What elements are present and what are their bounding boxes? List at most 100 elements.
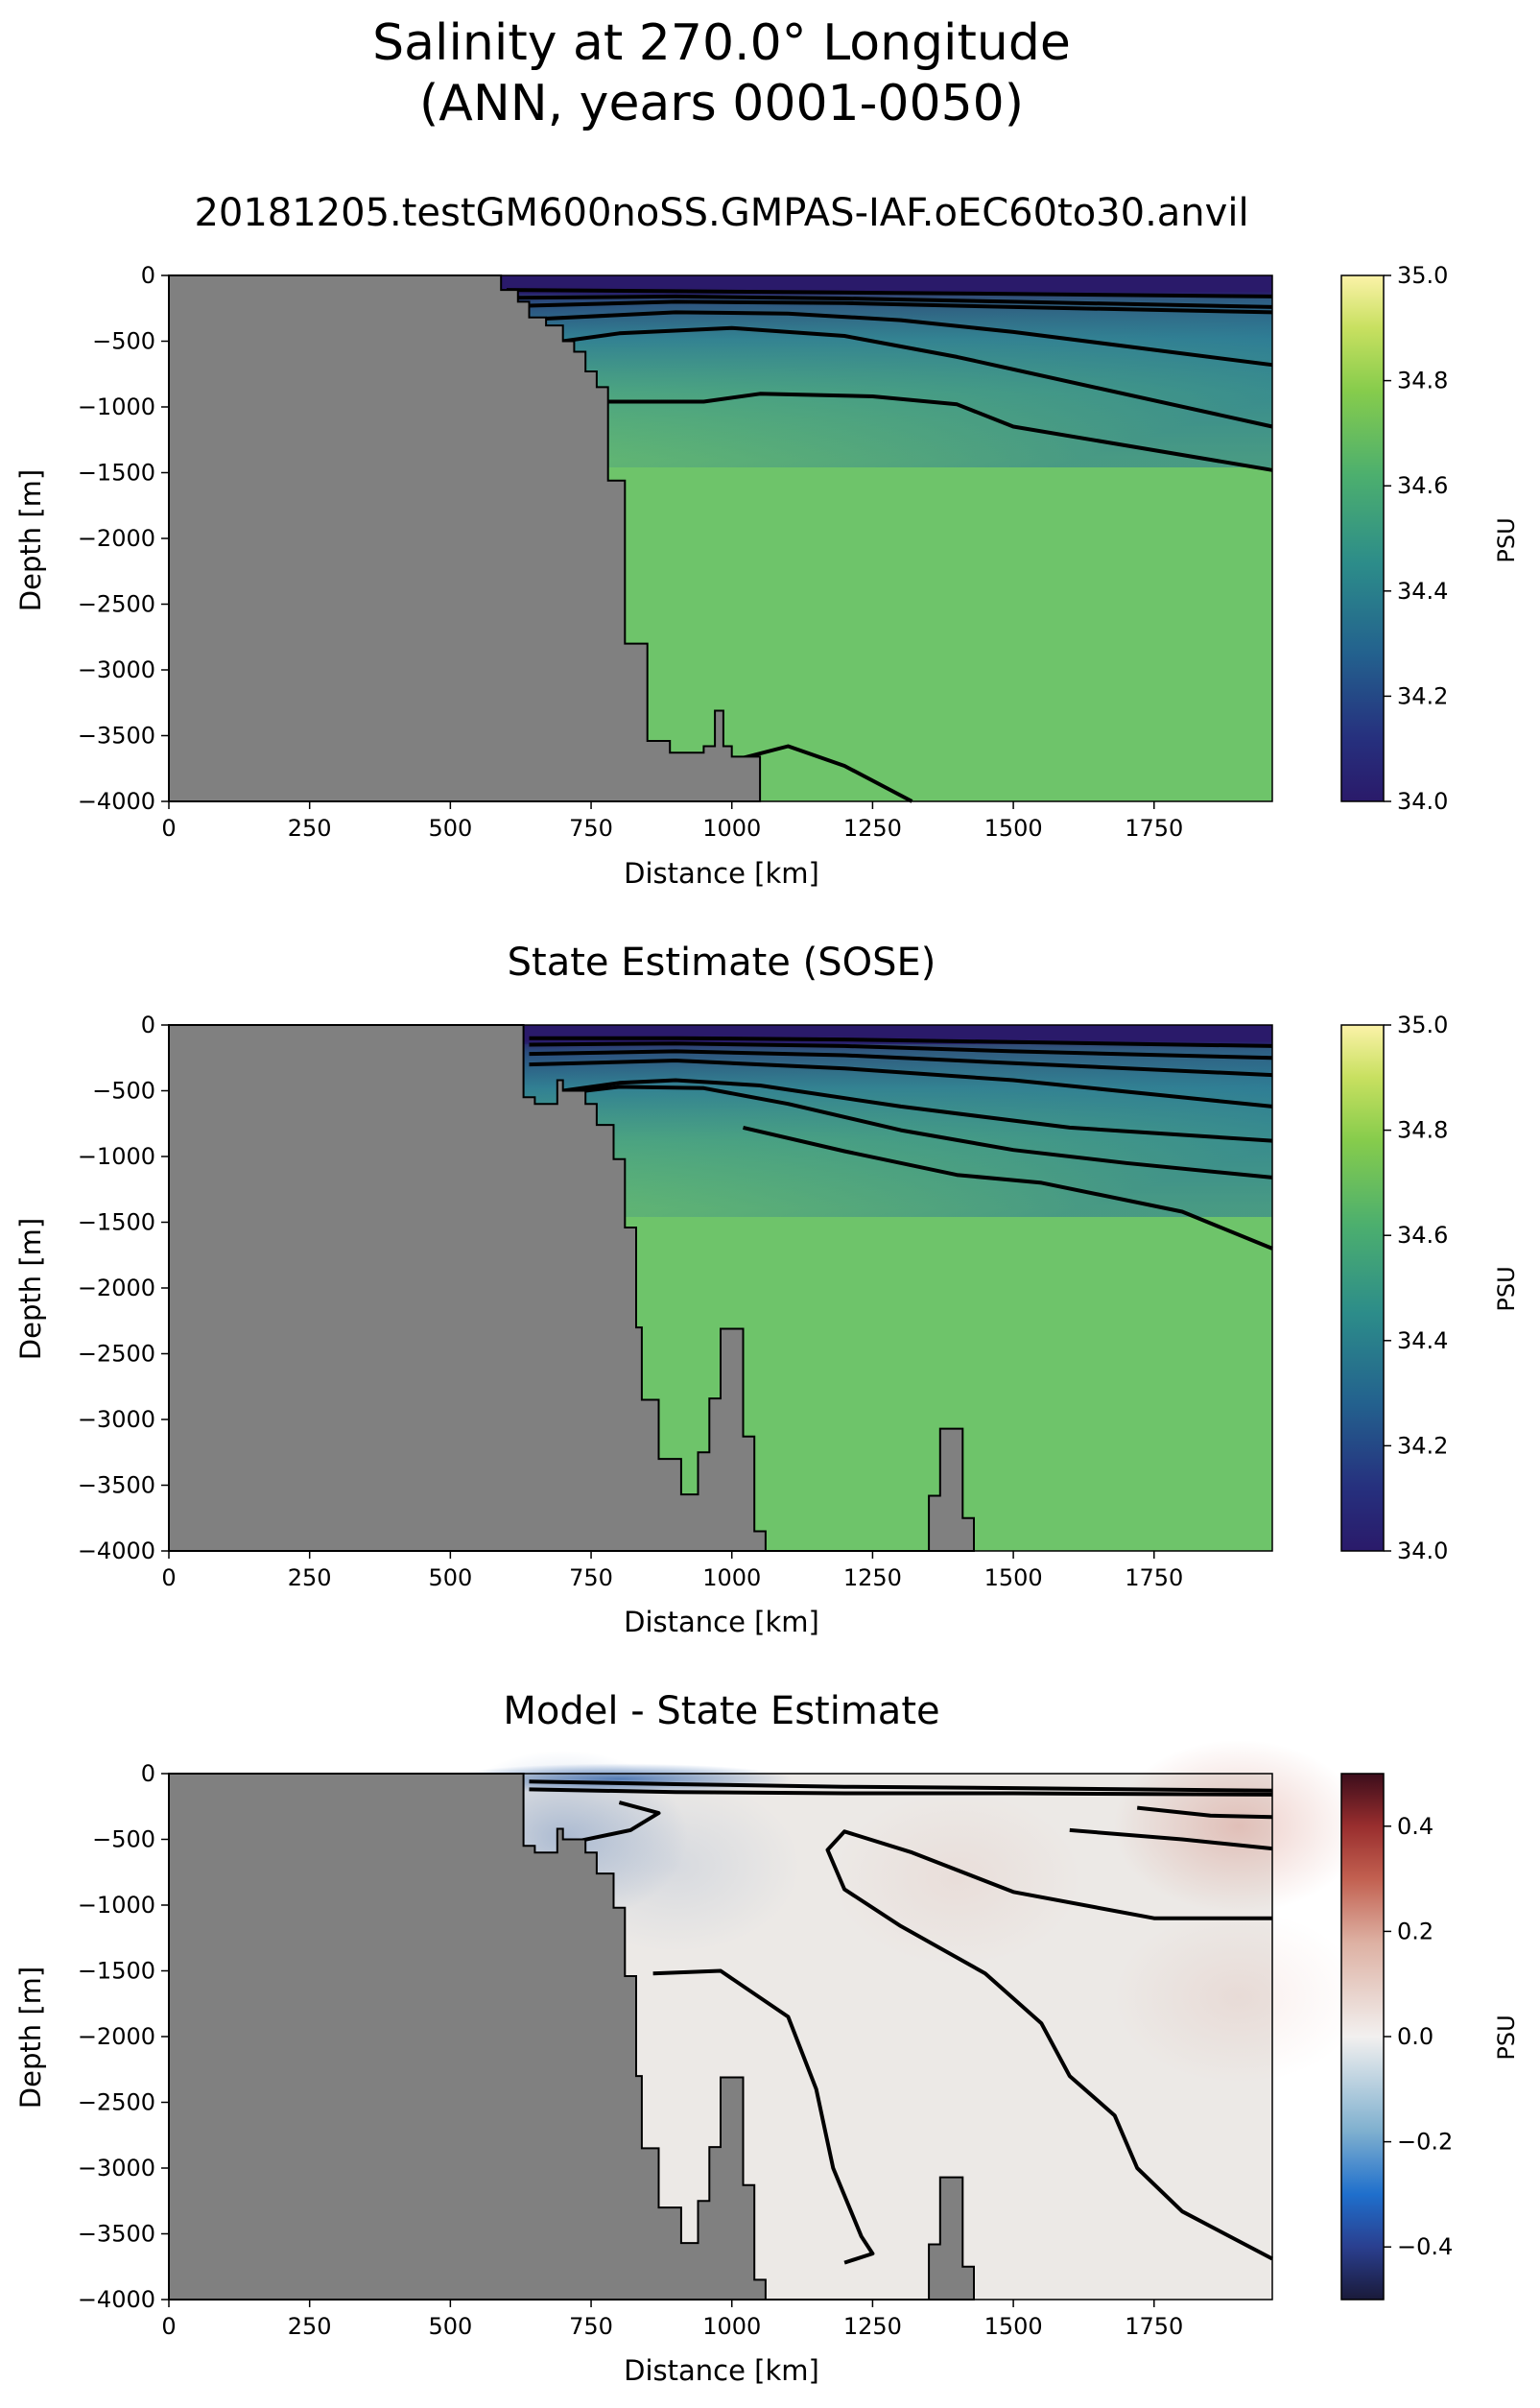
colorbar-tick-label: 34.4 (1397, 1327, 1448, 1354)
colorbar-tick-label: 34.6 (1397, 1222, 1448, 1249)
colorbar-gradient (1340, 274, 1385, 802)
x-tick-label: 250 (288, 2313, 332, 2340)
y-tick-label: −3000 (78, 1406, 155, 1433)
colorbar: 0.4 0.2 0.0 −0.2 −0.4 (1340, 1773, 1453, 2301)
contour-line (743, 1125, 1273, 1251)
colorbar-label: PSU (1493, 1266, 1520, 1311)
anomaly-patch (1113, 1910, 1363, 2084)
y-axis-label: Depth [m] (14, 1218, 47, 1360)
y-tick-label: −3500 (78, 723, 155, 750)
x-tick-label: 0 (161, 815, 176, 842)
y-tick-label: −3500 (78, 2221, 155, 2248)
x-tick-label: 1750 (1125, 1564, 1183, 1591)
x-tick-label: 500 (428, 815, 472, 842)
contour-line (825, 1829, 1273, 2261)
bathymetry (168, 274, 762, 802)
y-tick-label: −4000 (78, 1538, 155, 1564)
panel-title: 20181205.testGM600noSS.GMPAS-IAF.oEC60to… (194, 191, 1248, 235)
colorbar-tick-label: 0.0 (1397, 2023, 1433, 2050)
colorbar-tick-label: 34.4 (1397, 578, 1448, 605)
y-tick-label: −3500 (78, 1472, 155, 1499)
y-axis-label: Depth [m] (14, 1967, 47, 2109)
colorbar-tick-label: 34.0 (1397, 788, 1448, 815)
contour-line (562, 1078, 1273, 1143)
colorbar: 35.0 34.8 34.6 34.4 34.2 34.0 (1340, 1012, 1448, 1564)
y-tick-label: −4000 (78, 2286, 155, 2313)
contour-line (529, 1041, 1273, 1061)
anomaly-patch (832, 1792, 1082, 1966)
contour-line (573, 1800, 661, 1845)
y-tick-label: 0 (141, 1012, 155, 1038)
y-tick-label: −500 (92, 328, 155, 355)
colorbar-gradient (1340, 1024, 1385, 1552)
y-axis-label: Depth [m] (14, 469, 47, 611)
x-tick-label: 1750 (1125, 815, 1183, 842)
axes: 0 250 500 750 1000 1250 1500 1750 0 −500 −1000 −150… (78, 262, 1273, 842)
contour-line (529, 1049, 1273, 1078)
contour-line (562, 325, 1273, 429)
y-tick-label: −2000 (78, 2023, 155, 2050)
x-tick-label: 1250 (843, 1564, 902, 1591)
y-tick-label: −500 (92, 1078, 155, 1105)
y-tick-label: −4000 (78, 788, 155, 815)
panel-difference: Model - State Estimate 0 250 500 750 1000 125… (14, 1689, 1520, 2387)
contour-line (652, 1968, 875, 2265)
x-tick-label: 1000 (702, 1564, 761, 1591)
y-tick-label: −3000 (78, 2155, 155, 2182)
y-tick-label: −2000 (78, 1275, 155, 1301)
bathymetry (168, 1773, 975, 2301)
x-tick-label: 1250 (843, 2313, 902, 2340)
x-tick-label: 1500 (984, 2313, 1043, 2340)
contour-line (1069, 1827, 1273, 1851)
axes: 0 250 500 750 1000 1250 1500 1750 0 −500 −1000 −150… (78, 1012, 1273, 1591)
x-axis-label: Distance [km] (624, 857, 819, 890)
y-tick-label: −1000 (78, 1892, 155, 1919)
x-axis-label: Distance [km] (624, 1606, 819, 1638)
y-tick-label: −2000 (78, 525, 155, 552)
colorbar-tick-label: 0.4 (1397, 1813, 1433, 1840)
y-tick-label: −500 (92, 1826, 155, 1853)
figure-title-line2: (ANN, years 0001-0050) (419, 75, 1024, 132)
y-tick-label: −1500 (78, 1209, 155, 1236)
x-tick-label: 500 (428, 1564, 472, 1591)
colorbar-tick-label: 35.0 (1397, 1012, 1448, 1038)
colorbar-tick-label: 34.0 (1397, 1538, 1448, 1564)
x-tick-label: 500 (428, 2313, 472, 2340)
contour-line (529, 299, 1273, 315)
plot-area (168, 274, 1273, 803)
colorbar-tick-label: 34.2 (1397, 682, 1448, 709)
figure-title-line1: Salinity at 270.0° Longitude (372, 14, 1071, 72)
contour-line (737, 744, 913, 803)
plot-area (168, 1024, 1273, 1552)
colorbar-tick-label: 34.8 (1397, 368, 1448, 394)
x-tick-label: 250 (288, 1564, 332, 1591)
x-tick-label: 1000 (702, 815, 761, 842)
anomaly-patch (1113, 1739, 1363, 1913)
x-tick-label: 0 (161, 1564, 176, 1591)
colorbar-tick-label: 0.2 (1397, 1918, 1433, 1944)
contour-line (529, 1036, 1273, 1048)
x-tick-label: 1500 (984, 1564, 1043, 1591)
y-tick-label: 0 (141, 1760, 155, 1787)
colorbar: 35.0 34.8 34.6 34.4 34.2 34.0 (1340, 262, 1448, 815)
colorbar-tick-label: 34.8 (1397, 1117, 1448, 1144)
colorbar-gradient (1340, 1773, 1385, 2301)
x-tick-label: 1500 (984, 815, 1043, 842)
contour-line (540, 310, 1273, 368)
contour-line (529, 1059, 1273, 1109)
colorbar-label: PSU (1493, 2015, 1520, 2060)
contour-line (529, 1779, 1273, 1793)
colorbar-tick-label: 34.6 (1397, 472, 1448, 499)
y-tick-label: −2500 (78, 1341, 155, 1368)
x-axis-label: Distance [km] (624, 2354, 819, 2387)
y-tick-label: −2500 (78, 591, 155, 618)
contour-line (607, 392, 1273, 472)
bathymetry (168, 1024, 975, 1552)
contour-line (574, 1085, 1273, 1180)
y-tick-label: −2500 (78, 2089, 155, 2116)
x-tick-label: 750 (569, 815, 613, 842)
contour-line (506, 288, 1273, 298)
panel-sose: State Estimate (SOSE) 0 250 500 750 1000 1250… (14, 941, 1520, 1638)
axes: 0 250 500 750 1000 1250 1500 1750 0 −500 −1000 −150… (78, 1760, 1273, 2340)
